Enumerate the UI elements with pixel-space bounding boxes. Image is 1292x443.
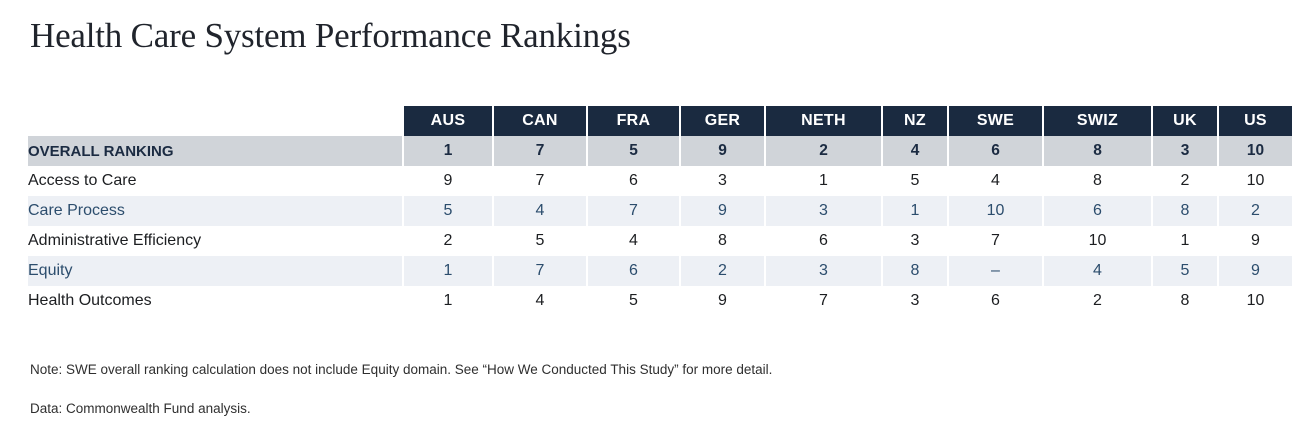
- rank-cell: 1: [1151, 226, 1218, 256]
- rank-cell: 2: [1151, 166, 1218, 196]
- row-label: OVERALL RANKING: [28, 142, 174, 160]
- rank-cell: 9: [679, 136, 765, 166]
- rank-cell: 7: [492, 256, 587, 286]
- table-row: Access to Care 9 7 6 3 1 5 4 8 2 10: [28, 166, 1292, 196]
- rank-cell: –: [947, 256, 1043, 286]
- row-label: Administrative Efficiency: [28, 232, 202, 249]
- row-label: Access to Care: [28, 172, 137, 189]
- rank-cell: 7: [947, 226, 1043, 256]
- rank-cell: 10: [1217, 286, 1292, 316]
- rank-cell: 9: [1217, 226, 1292, 256]
- rank-cell: 9: [679, 196, 765, 226]
- rank-cell: 6: [764, 226, 882, 256]
- rank-cell: 3: [764, 196, 882, 226]
- rank-cell: 5: [492, 226, 587, 256]
- rank-cell: 3: [881, 226, 948, 256]
- column-header-nz: NZ: [881, 106, 948, 136]
- rank-cell: 4: [1042, 256, 1152, 286]
- rank-cell: 2: [1042, 286, 1152, 316]
- rank-cell: 6: [586, 256, 680, 286]
- rank-cell: 2: [764, 136, 882, 166]
- rank-cell: 7: [586, 196, 680, 226]
- rank-cell: 1: [402, 136, 493, 166]
- column-header-swe: SWE: [947, 106, 1043, 136]
- rank-cell: 8: [1042, 136, 1152, 166]
- table-header-row: AUS CAN FRA GER NETH NZ SWE SWIZ UK US: [28, 106, 1292, 136]
- rank-cell: 6: [1042, 196, 1152, 226]
- row-label: Care Process: [28, 202, 125, 219]
- rank-cell: 7: [764, 286, 882, 316]
- rank-cell: 10: [1042, 226, 1152, 256]
- rank-cell: 3: [881, 286, 948, 316]
- rank-cell: 10: [947, 196, 1043, 226]
- column-header-aus: AUS: [402, 106, 493, 136]
- rank-cell: 4: [947, 166, 1043, 196]
- rank-cell: 4: [586, 226, 680, 256]
- rank-cell: 8: [1042, 166, 1152, 196]
- table-row: OVERALL RANKING 1 7 5 9 2 4 6 8 3 10: [28, 136, 1292, 166]
- column-header-us: US: [1217, 106, 1292, 136]
- table-row: Equity 1 7 6 2 3 8–4 5 9: [28, 256, 1292, 286]
- rank-cell: 8: [1151, 286, 1218, 316]
- column-header-can: CAN: [492, 106, 587, 136]
- rank-cell: 7: [492, 136, 587, 166]
- rank-cell: 5: [881, 166, 948, 196]
- rank-cell: 1: [402, 256, 493, 286]
- column-header-neth: NETH: [764, 106, 882, 136]
- table-row: Care Process 5 4 7 9 3 1 10 6 8 2: [28, 196, 1292, 226]
- rank-cell: 4: [492, 286, 587, 316]
- rank-cell: 6: [586, 166, 680, 196]
- rank-cell: 10: [1217, 136, 1292, 166]
- rank-cell: 6: [947, 136, 1043, 166]
- note-text: Note: SWE overall ranking calculation do…: [30, 362, 773, 377]
- rank-cell: 1: [764, 166, 882, 196]
- rank-cell: 1: [402, 286, 493, 316]
- rank-cell: 5: [586, 286, 680, 316]
- column-header-uk: UK: [1151, 106, 1218, 136]
- rank-cell: 8: [881, 256, 948, 286]
- rank-cell: 4: [492, 196, 587, 226]
- column-header-swiz: SWIZ: [1042, 106, 1152, 136]
- rank-cell: 3: [1151, 136, 1218, 166]
- rank-cell: 9: [402, 166, 493, 196]
- column-header-ger: GER: [679, 106, 765, 136]
- rank-cell: 7: [492, 166, 587, 196]
- rankings-table: AUS CAN FRA GER NETH NZ SWE SWIZ UK US OVERALL RA…: [28, 106, 1292, 316]
- column-header-fra: FRA: [586, 106, 680, 136]
- data-source-text: Data: Commonwealth Fund analysis.: [30, 401, 251, 416]
- table-row: Health Outcomes 1 4 5 9 7 3 6 2 8 10: [28, 286, 1292, 316]
- rank-cell: 9: [1217, 256, 1292, 286]
- page-title: Health Care System Performance Rankings: [30, 16, 631, 55]
- rank-cell: 10: [1217, 166, 1292, 196]
- rank-cell: 3: [764, 256, 882, 286]
- rank-cell: 6: [947, 286, 1043, 316]
- rank-cell: 5: [1151, 256, 1218, 286]
- page: Health Care System Performance Rankings …: [0, 16, 1292, 416]
- rank-cell: 2: [1217, 196, 1292, 226]
- row-label: Equity: [28, 262, 73, 279]
- rank-cell: 9: [679, 286, 765, 316]
- rank-cell: 1: [881, 196, 948, 226]
- rank-cell: 4: [881, 136, 948, 166]
- rank-cell: 5: [402, 196, 493, 226]
- table-row: Administrative Efficiency 2 5 4 8 6 3 7 10 1 9: [28, 226, 1292, 256]
- corner-cell: [28, 106, 403, 136]
- rank-cell: 8: [1151, 196, 1218, 226]
- rank-cell: 5: [586, 136, 680, 166]
- rank-cell: 2: [679, 256, 765, 286]
- rank-cell: 8: [679, 226, 765, 256]
- rank-cell: 3: [679, 166, 765, 196]
- rank-cell: 2: [402, 226, 493, 256]
- row-label: Health Outcomes: [28, 292, 152, 309]
